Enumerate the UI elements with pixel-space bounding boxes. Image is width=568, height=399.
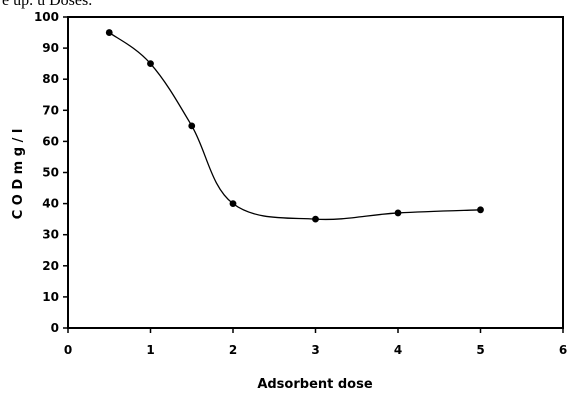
x-axis-title: Adsorbent dose [257, 377, 373, 392]
x-tick-label: 4 [394, 343, 402, 357]
y-tick-label: 10 [42, 290, 59, 304]
y-tick-label: 30 [42, 228, 59, 242]
y-tick-label: 0 [51, 321, 59, 335]
series-line [108, 32, 481, 221]
x-tick-label: 6 [559, 343, 567, 357]
y-tick-label: 90 [42, 41, 59, 55]
y-tick-label: 80 [42, 72, 59, 86]
x-tick-label: 0 [64, 343, 72, 357]
x-tick-label: 2 [229, 343, 237, 357]
y-tick-label: 50 [42, 166, 59, 180]
plot-frame [67, 16, 564, 329]
data-point [188, 122, 196, 130]
y-tick-label: 70 [42, 103, 59, 117]
x-tick-label: 1 [146, 343, 154, 357]
y-tick-label: 20 [42, 259, 59, 273]
x-tick-label: 5 [476, 343, 484, 357]
data-point [394, 209, 402, 217]
x-tick-label: 3 [311, 343, 319, 357]
clipped-caption-text: e up. u Doses. [2, 0, 92, 9]
y-axis-title: C O D m g / l [11, 129, 26, 220]
data-point [229, 200, 237, 208]
y-tick-label: 40 [42, 197, 59, 211]
y-tick-label: 100 [34, 10, 59, 24]
data-point [147, 60, 154, 68]
plot-area: 0 10 20 30 40 50 60 70 80 90 100 0 1 2 3 4 5 6 [34, 10, 567, 357]
data-point [477, 206, 484, 214]
y-tick-label: 60 [42, 134, 59, 148]
data-point [105, 29, 113, 36]
data-point [312, 215, 319, 223]
